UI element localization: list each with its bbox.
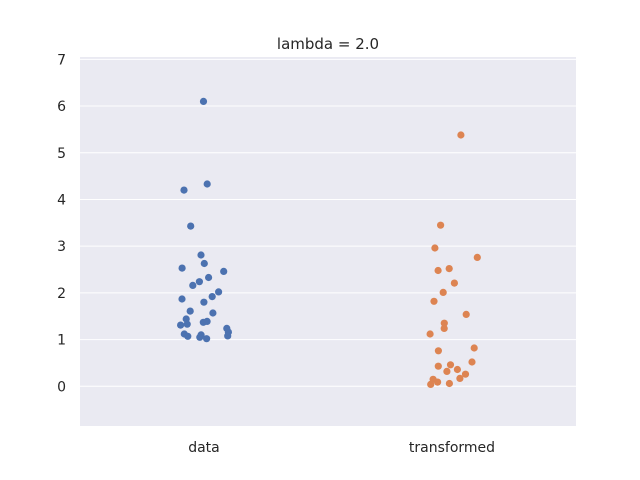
- transformed-point: [434, 347, 442, 355]
- y-tick-label: 7: [57, 52, 66, 68]
- transformed-point: [440, 319, 448, 327]
- transformed-point: [445, 379, 453, 388]
- y-tick-label: 3: [57, 239, 66, 255]
- transformed-point: [434, 362, 442, 370]
- data-point: [184, 332, 192, 340]
- data-point: [196, 333, 204, 341]
- data-point: [199, 318, 207, 326]
- data-point: [200, 298, 208, 306]
- transformed-point: [462, 310, 470, 318]
- transformed-point: [443, 367, 451, 375]
- data-point: [205, 273, 213, 282]
- data-point: [208, 293, 216, 301]
- data-point: [209, 309, 217, 317]
- y-tick-label: 1: [57, 333, 66, 349]
- data-point: [187, 222, 195, 230]
- transformed-point: [434, 266, 442, 275]
- y-tick-label: 4: [57, 192, 66, 208]
- data-points: [177, 97, 481, 388]
- transformed-point: [437, 221, 445, 229]
- data-point: [195, 278, 203, 286]
- y-tick-label: 2: [57, 286, 66, 302]
- data-point: [180, 186, 188, 194]
- plot-background: [80, 57, 576, 426]
- transformed-point: [430, 297, 438, 305]
- data-point: [200, 259, 208, 268]
- data-point: [203, 335, 211, 343]
- transformed-point: [434, 378, 442, 386]
- data-point: [189, 281, 197, 289]
- transformed-point: [461, 370, 470, 378]
- data-point: [178, 295, 186, 303]
- data-point: [224, 332, 232, 340]
- transformed-point: [456, 374, 464, 382]
- transformed-point: [439, 288, 447, 296]
- transformed-point: [446, 361, 455, 369]
- transformed-point: [426, 330, 434, 338]
- x-tick-label: transformed: [409, 440, 495, 456]
- transformed-point: [473, 253, 481, 261]
- transformed-point: [431, 244, 439, 252]
- data-point: [178, 264, 186, 272]
- y-tick-label: 6: [57, 99, 66, 115]
- x-tick-label: data: [188, 440, 220, 456]
- transformed-point: [468, 358, 476, 366]
- x-axis: data transformed: [188, 440, 495, 456]
- y-tick-label: 5: [57, 146, 66, 162]
- data-point: [177, 321, 185, 329]
- transformed-point: [445, 265, 453, 273]
- data-point: [197, 251, 205, 259]
- data-point: [199, 97, 208, 105]
- gridlines: [80, 58, 576, 387]
- transformed-point: [450, 279, 458, 287]
- transformed-point: [470, 344, 478, 352]
- data-point: [186, 307, 194, 315]
- data-point: [220, 267, 228, 275]
- data-point: [203, 180, 211, 188]
- transformed-point: [457, 131, 465, 139]
- transformed-point: [453, 365, 461, 374]
- transformed-point: [440, 324, 448, 332]
- data-point: [215, 288, 223, 296]
- transformed-point: [427, 380, 435, 388]
- y-axis: 0 1 2 3 4 5 6 7: [57, 52, 66, 395]
- y-tick-label: 0: [57, 379, 66, 395]
- chart-title: lambda = 2.0: [277, 35, 379, 53]
- data-point: [183, 320, 191, 328]
